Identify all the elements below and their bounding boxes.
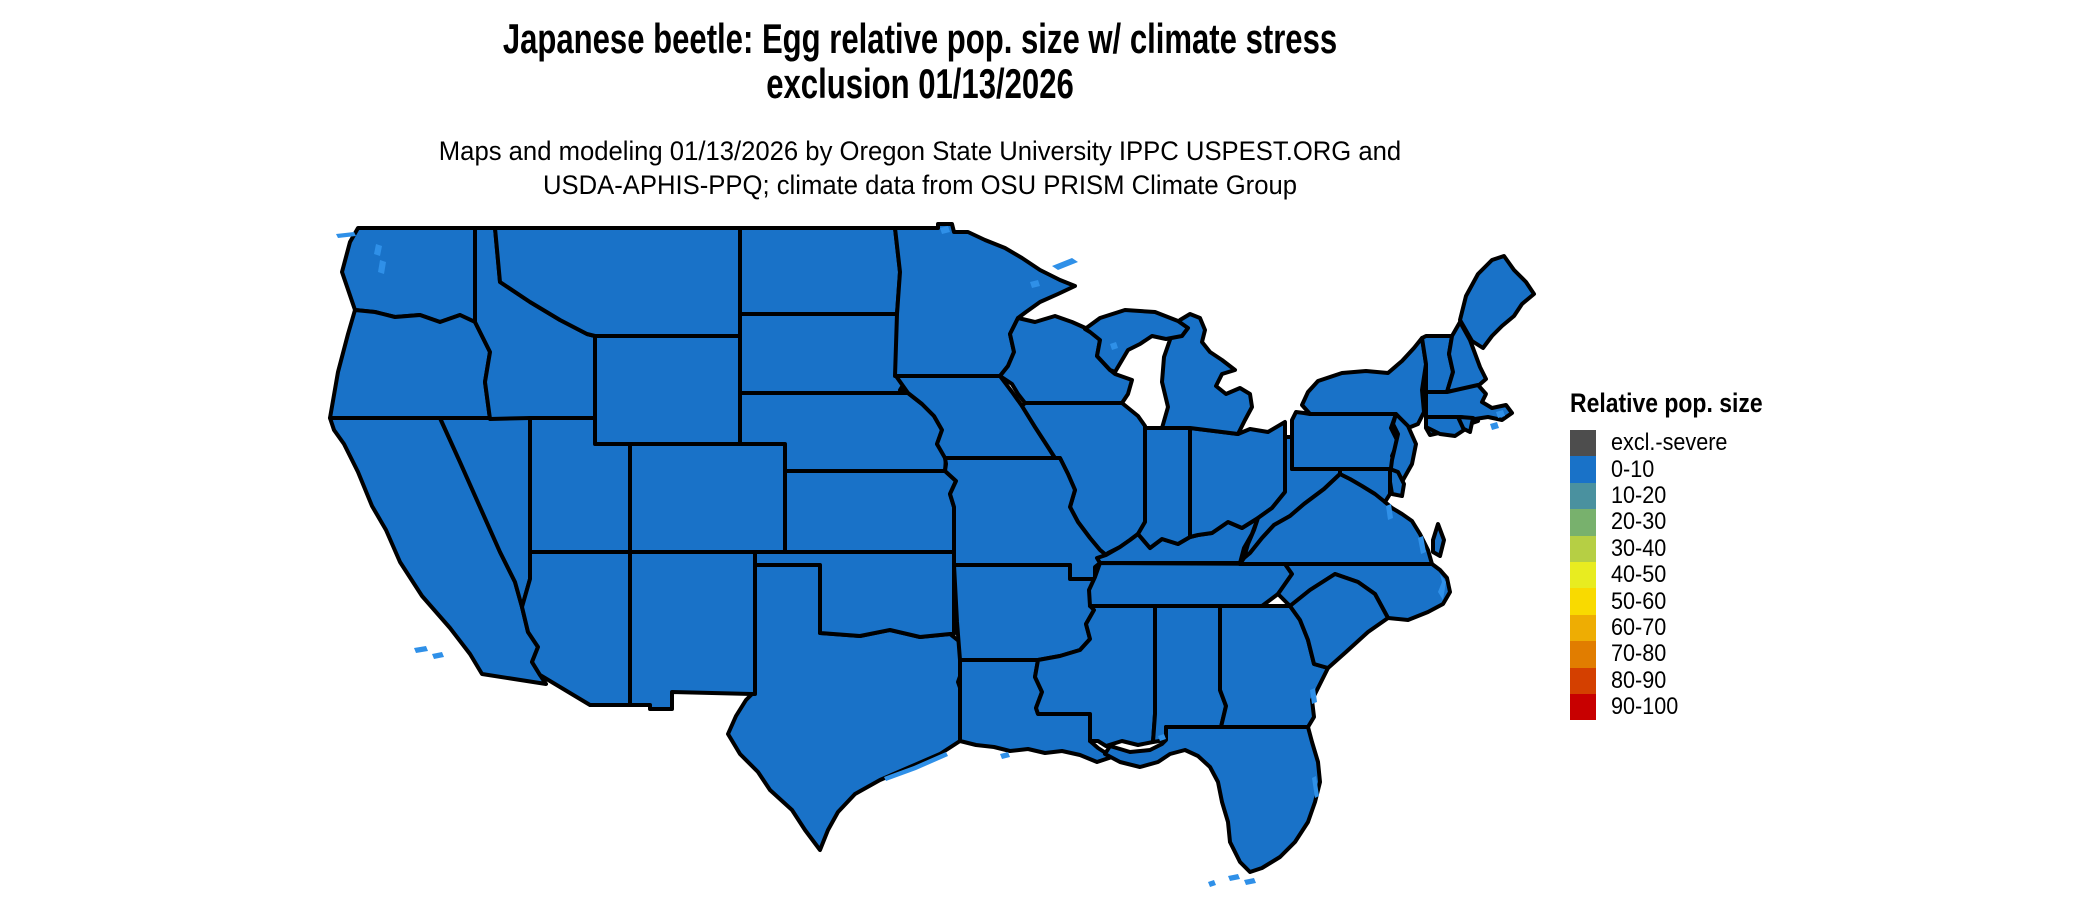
legend-label: 80-90 — [1611, 666, 1667, 694]
coastal-water-detail — [1386, 504, 1393, 520]
state-shape-wi — [998, 314, 1134, 405]
coastal-water-detail — [1438, 574, 1446, 600]
map-legend: Relative pop. size excl.-severe 0-10 10-20… — [1570, 388, 1797, 721]
page-title-line1: Japanese beetle: Egg relative pop. size … — [502, 15, 1338, 62]
legend-swatch-50-60 — [1570, 588, 1596, 615]
coastal-water-detail — [1158, 734, 1166, 741]
legend-label: 50-60 — [1611, 587, 1667, 615]
state-shape-wy — [593, 334, 742, 446]
coastal-water-detail — [1228, 874, 1240, 881]
coastal-water-detail — [378, 260, 386, 274]
legend-swatch-90-100 — [1570, 693, 1596, 721]
coastal-water-detail — [1208, 880, 1216, 887]
page-subtitle-line1: Maps and modeling 01/13/2026 by Oregon S… — [438, 136, 1402, 166]
us-choropleth-map — [300, 222, 1540, 892]
state-shape-miup — [1083, 308, 1190, 374]
state-shape-ct — [1424, 415, 1466, 438]
state-shape-co — [628, 442, 787, 554]
legend-row: 0-10 — [1570, 455, 1797, 483]
legend-row: excl.-severe — [1570, 429, 1797, 457]
legend-row: 40-50 — [1570, 561, 1797, 589]
coastal-water-detail — [1310, 688, 1317, 704]
legend-swatch-80-90 — [1570, 667, 1596, 694]
state-shape-md — [1338, 467, 1392, 504]
legend-swatch-60-70 — [1570, 614, 1596, 642]
state-shape-mi — [1160, 312, 1254, 436]
state-shape-ar — [952, 563, 1097, 662]
state-shape-sd — [738, 312, 910, 395]
state-shape-or — [328, 308, 492, 421]
coastal-water-detail — [884, 752, 948, 781]
legend-swatch-20-30 — [1570, 509, 1596, 536]
state-shape-fl — [1103, 725, 1322, 874]
state-shape-ks — [783, 469, 958, 554]
coastal-water-detail — [1052, 258, 1078, 270]
page-title-line2: exclusion 01/13/2026 — [766, 60, 1074, 107]
legend-row: 70-80 — [1570, 640, 1797, 668]
legend-label: 40-50 — [1611, 561, 1667, 589]
state-shape-me — [1458, 254, 1536, 350]
us-map-svg — [328, 222, 1536, 887]
legend-label: excl.-severe — [1611, 429, 1728, 457]
coastal-water-detail — [374, 244, 382, 256]
page-subtitle-line2: USDA-APHIS-PPQ; climate data from OSU PR… — [542, 170, 1298, 200]
legend-swatch-30-40 — [1570, 535, 1596, 562]
legend-row: 80-90 — [1570, 666, 1797, 694]
state-shape-al — [1151, 604, 1228, 744]
state-shape-ok — [753, 550, 956, 639]
coastal-water-detail — [940, 226, 950, 234]
legend-row: 60-70 — [1570, 613, 1797, 642]
legend-swatch-10-20 — [1570, 482, 1596, 510]
state-shape-wa — [340, 226, 477, 324]
legend-label: 60-70 — [1611, 613, 1667, 641]
legend-rows: excl.-severe 0-10 10-20 20-30 30-40 40-50 50-6… — [1570, 429, 1797, 721]
legend-row: 30-40 — [1570, 534, 1797, 562]
legend-swatch-excl.-severe — [1570, 430, 1596, 457]
legend-row: 20-30 — [1570, 508, 1797, 536]
coastal-water-detail — [336, 232, 356, 238]
coastal-water-detail — [1496, 410, 1505, 418]
coastal-water-detail — [414, 646, 428, 653]
state-shape-in — [1136, 426, 1192, 550]
state-shape-vaes — [1431, 522, 1446, 558]
coastal-water-detail — [1418, 536, 1426, 554]
coastal-water-detail — [432, 652, 444, 659]
state-shape-nm — [628, 550, 757, 711]
coastal-water-detail — [1030, 280, 1040, 288]
legend-label: 90-100 — [1611, 693, 1679, 721]
coastal-water-detail — [1490, 422, 1499, 430]
state-shape-tn — [1087, 561, 1294, 608]
state-shape-nd — [738, 226, 902, 316]
map-header: Japanese beetle: Egg relative pop. size … — [300, 16, 1540, 202]
legend-swatch-40-50 — [1570, 561, 1596, 589]
legend-swatch-0-10 — [1570, 456, 1596, 483]
page-subtitle: Maps and modeling 01/13/2026 by Oregon S… — [300, 134, 1540, 202]
coastal-water-detail — [1000, 752, 1010, 759]
legend-row: 90-100 — [1570, 693, 1797, 721]
state-shape-ny — [1300, 336, 1428, 430]
legend-row: 50-60 — [1570, 587, 1797, 615]
coastal-water-detail — [1110, 342, 1118, 350]
state-shape-pa — [1290, 410, 1400, 471]
legend-label: 20-30 — [1611, 508, 1667, 536]
legend-label: 10-20 — [1611, 481, 1667, 509]
legend-swatch-70-80 — [1570, 641, 1596, 668]
coastal-water-detail — [1312, 776, 1319, 798]
legend-row: 10-20 — [1570, 481, 1797, 510]
page-title: Japanese beetle: Egg relative pop. size … — [300, 16, 1540, 106]
legend-label: 70-80 — [1611, 640, 1667, 668]
state-shape-sc — [1288, 572, 1390, 670]
legend-label: 30-40 — [1611, 534, 1667, 562]
legend-label: 0-10 — [1611, 455, 1655, 483]
state-shape-ms — [1033, 604, 1157, 748]
legend-title: Relative pop. size — [1570, 388, 1763, 418]
coastal-water-detail — [1244, 878, 1256, 885]
